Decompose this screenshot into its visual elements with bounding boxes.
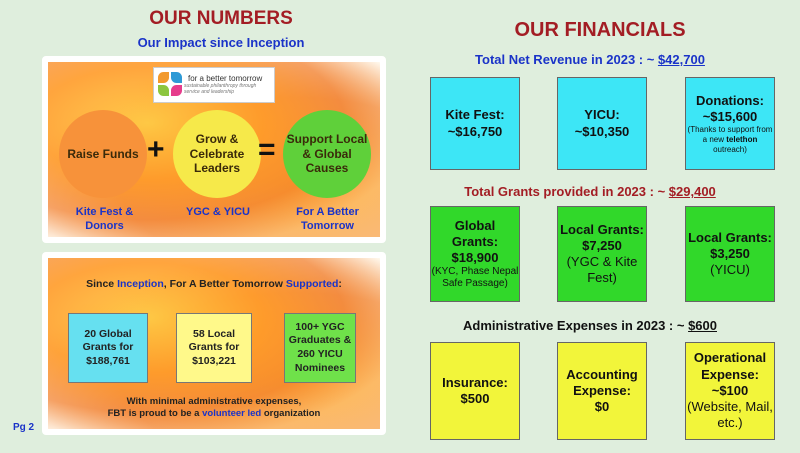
local-grants-box: 58 Local Grants for $103,221 bbox=[176, 313, 252, 383]
grants-global-card: Global Grants: $18,900 (KYC, Phase Nepal … bbox=[430, 206, 520, 302]
our-numbers-title: OUR NUMBERS bbox=[149, 8, 293, 29]
revenue-kite-fest-card: Kite Fest: ~$16,750 bbox=[430, 77, 520, 170]
grants-heading: Total Grants provided in 2023 : ~ $29,40… bbox=[464, 184, 716, 199]
revenue-heading: Total Net Revenue in 2023 : ~ $42,700 bbox=[475, 52, 705, 67]
donations-note: (Thanks to support from a new telethon o… bbox=[687, 125, 773, 154]
grants-local-yicu-card: Local Grants: $3,250 (YICU) bbox=[685, 206, 775, 302]
admin-accounting-card: Accounting Expense: $0 bbox=[557, 342, 647, 440]
admin-heading: Administrative Expenses in 2023 : ~ $600 bbox=[463, 318, 717, 333]
caption-ygc-yicu: YGC & YICU bbox=[186, 206, 250, 218]
impact-panel: for a better tomorrow sustainable philan… bbox=[42, 56, 386, 243]
global-grants-box: 20 Global Grants for $188,761 bbox=[68, 313, 148, 383]
grants-local-card: Local Grants: $7,250 (YGC & Kite Fest) bbox=[557, 206, 647, 302]
graduates-box: 100+ YGC Graduates & 260 YICU Nominees bbox=[284, 313, 356, 383]
caption-kite-fest: Kite Fest & Donors bbox=[75, 206, 134, 233]
impact-subtitle: Our Impact since Inception bbox=[137, 35, 305, 50]
revenue-yicu-card: YICU: ~$10,350 bbox=[557, 77, 647, 170]
caption-fbt: For A Better Tomorrow bbox=[296, 206, 359, 233]
plus-icon: + bbox=[147, 133, 165, 166]
revenue-donations-card: Donations: ~$15,600 (Thanks to support fr… bbox=[685, 77, 775, 170]
volunteer-footnote: With minimal administrative expenses, FB… bbox=[107, 396, 321, 419]
logo-name: for a better tomorrow bbox=[188, 73, 263, 83]
logo-flower-icon bbox=[158, 72, 184, 98]
raise-funds-circle: Raise Funds bbox=[59, 110, 147, 198]
grow-leaders-circle: Grow & Celebrate Leaders bbox=[173, 110, 261, 198]
support-causes-circle: Support Local & Global Causes bbox=[283, 110, 371, 198]
our-financials-title: OUR FINANCIALS bbox=[514, 19, 686, 41]
since-inception-heading: Since Inception, For A Better Tomorrow S… bbox=[86, 278, 342, 290]
since-inception-panel: Since Inception, For A Better Tomorrow S… bbox=[42, 252, 386, 435]
page-number: Pg 2 bbox=[13, 422, 35, 433]
logo: for a better tomorrow sustainable philan… bbox=[153, 67, 275, 103]
admin-insurance-card: Insurance: $500 bbox=[430, 342, 520, 440]
admin-operational-card: Operational Expense: ~$100 (Website, Mail… bbox=[685, 342, 775, 440]
equals-icon: = bbox=[258, 133, 276, 166]
logo-tagline: sustainable philanthropy through service… bbox=[184, 83, 257, 96]
